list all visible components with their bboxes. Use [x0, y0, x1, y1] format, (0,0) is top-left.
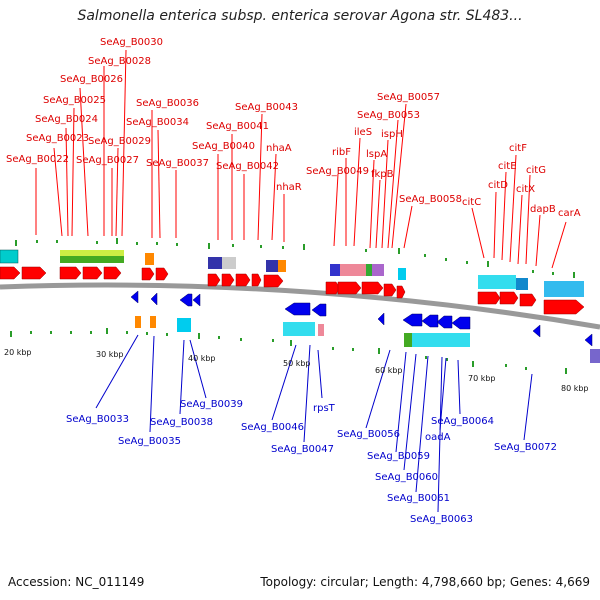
gene-label-citX: citX: [516, 184, 535, 195]
gene-label-SeAg_B0039: SeAg_B0039: [180, 399, 243, 410]
gene-label-SeAg_B0030: SeAg_B0030: [100, 37, 163, 48]
gene-label-SeAg_B0024: SeAg_B0024: [35, 114, 98, 125]
gene-label-SeAg_B0036: SeAg_B0036: [136, 98, 199, 109]
gene-label-ispH: ispH: [381, 129, 403, 140]
gene-label-SeAg_B0057: SeAg_B0057: [377, 92, 440, 103]
top-callout-lines: [35, 49, 567, 269]
gene-label-rpsT: rpsT: [313, 403, 336, 414]
scale-label: 60 kbp: [375, 366, 403, 375]
gene-label-nhaR: nhaR: [276, 182, 302, 193]
gene-label-SeAg_B0043: SeAg_B0043: [235, 102, 298, 113]
scale-label: 40 kbp: [188, 354, 216, 363]
gene-label-SeAg_B0046: SeAg_B0046: [241, 422, 304, 433]
scale-label: 20 kbp: [4, 348, 32, 357]
gene-label-nhaA: nhaA: [266, 143, 292, 154]
gene-label-SeAg_B0047: SeAg_B0047: [271, 444, 334, 455]
gene-label-SeAg_B0022: SeAg_B0022: [6, 154, 69, 165]
reverse-gene-blocks: [135, 316, 600, 363]
gene-label-SeAg_B0058: SeAg_B0058: [399, 194, 462, 205]
gene-label-SeAg_B0072: SeAg_B0072: [494, 442, 557, 453]
gene-label-citC: citC: [462, 197, 481, 208]
gene-label-fkpB: fkpB: [371, 169, 394, 180]
gene-label-SeAg_B0061: SeAg_B0061: [387, 493, 450, 504]
gene-label-SeAg_B0028: SeAg_B0028: [88, 56, 151, 67]
gene-label-SeAg_B0049: SeAg_B0049: [306, 166, 369, 177]
gene-label-SeAg_B0029: SeAg_B0029: [88, 136, 151, 147]
gene-label-SeAg_B0041: SeAg_B0041: [206, 121, 269, 132]
gene-label-oadA: oadA: [425, 432, 451, 443]
gene-label-SeAg_B0026: SeAg_B0026: [60, 74, 123, 85]
genome-backbone: [0, 282, 600, 330]
scale-label: 50 kbp: [283, 359, 311, 368]
gene-label-SeAg_B0038: SeAg_B0038: [150, 417, 213, 428]
gene-label-lspA: lspA: [366, 149, 387, 160]
topology-summary: Topology: circular; Length: 4,798,660 bp…: [260, 575, 590, 589]
gene-label-citE: citE: [498, 161, 517, 172]
gene-label-citF: citF: [509, 143, 527, 154]
forward-strand-genes: [0, 266, 585, 315]
lower-position-ticks: [10, 328, 567, 374]
reverse-strand-genes: [130, 290, 593, 347]
gene-label-SeAg_B0027: SeAg_B0027: [76, 155, 139, 166]
genome-title: Salmonella enterica subsp. enterica sero…: [77, 8, 523, 24]
gene-label-SeAg_B0023: SeAg_B0023: [26, 133, 89, 144]
gene-label-carA: carA: [558, 208, 581, 219]
gene-label-SeAg_B0035: SeAg_B0035: [118, 436, 181, 447]
gene-label-citD: citD: [488, 180, 508, 191]
gene-label-SeAg_B0037: SeAg_B0037: [146, 158, 209, 169]
scale-label: 70 kbp: [468, 374, 496, 383]
gene-label-SeAg_B0060: SeAg_B0060: [375, 472, 438, 483]
gene-label-SeAg_B0063: SeAg_B0063: [410, 514, 473, 525]
gene-label-SeAg_B0042: SeAg_B0042: [216, 161, 279, 172]
bottom-callout-lines: [95, 334, 533, 513]
scale-label: 80 kbp: [561, 384, 589, 393]
gene-label-dapB: dapB: [530, 204, 556, 215]
gene-label-SeAg_B0064: SeAg_B0064: [431, 416, 494, 427]
gene-label-ileS: ileS: [354, 127, 372, 138]
gene-label-SeAg_B0059: SeAg_B0059: [367, 451, 430, 462]
forward-gene-blocks: [0, 249, 584, 297]
gene-label-SeAg_B0056: SeAg_B0056: [337, 429, 400, 440]
gene-label-SeAg_B0034: SeAg_B0034: [126, 117, 189, 128]
upper-position-ticks: [15, 238, 575, 278]
gene-label-ribF: ribF: [332, 147, 351, 158]
gene-label-SeAg_B0040: SeAg_B0040: [192, 141, 255, 152]
gene-label-SeAg_B0033: SeAg_B0033: [66, 414, 129, 425]
gene-label-SeAg_B0025: SeAg_B0025: [43, 95, 106, 106]
accession-text: Accession: NC_011149: [8, 575, 145, 589]
gene-label-citG: citG: [526, 165, 546, 176]
gene-label-SeAg_B0053: SeAg_B0053: [357, 110, 420, 121]
scale-label: 30 kbp: [96, 350, 124, 359]
